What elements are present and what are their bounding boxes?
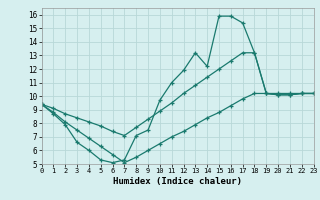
X-axis label: Humidex (Indice chaleur): Humidex (Indice chaleur): [113, 177, 242, 186]
